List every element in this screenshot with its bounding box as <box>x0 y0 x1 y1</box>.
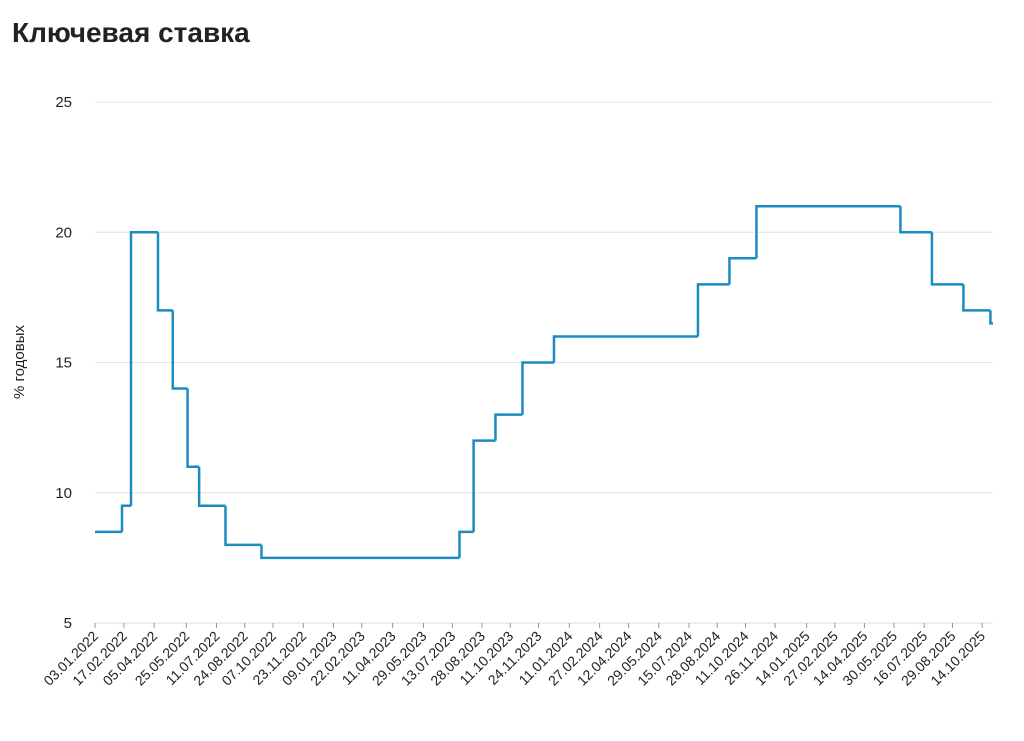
y-axis-label: % годовых <box>11 325 28 400</box>
step-segment <box>224 505 262 547</box>
step-segment <box>962 284 991 312</box>
step-segment <box>930 232 964 286</box>
y-tick-label: 25 <box>55 94 72 111</box>
step-segment <box>494 413 523 441</box>
step-segment <box>552 335 698 363</box>
step-segment <box>186 388 200 468</box>
step-segment <box>120 504 131 532</box>
step-segment <box>728 257 757 285</box>
step-segment <box>899 206 932 234</box>
step-segment <box>521 361 554 415</box>
y-tick-label: 15 <box>55 355 72 372</box>
step-segment <box>755 204 901 259</box>
step-segment <box>260 544 460 560</box>
step-segment <box>156 232 173 312</box>
y-tick-label: 20 <box>55 224 72 241</box>
chart-title: Ключевая ставка <box>12 17 250 48</box>
step-segment <box>197 466 226 508</box>
step-segment <box>458 530 474 558</box>
step-segment <box>472 439 496 532</box>
step-segment <box>696 283 730 337</box>
y-tick-label: 5 <box>64 615 72 632</box>
step-segment <box>129 231 158 506</box>
y-tick-label: 10 <box>55 485 72 502</box>
step-segment <box>171 310 188 390</box>
step-segment <box>989 310 993 325</box>
